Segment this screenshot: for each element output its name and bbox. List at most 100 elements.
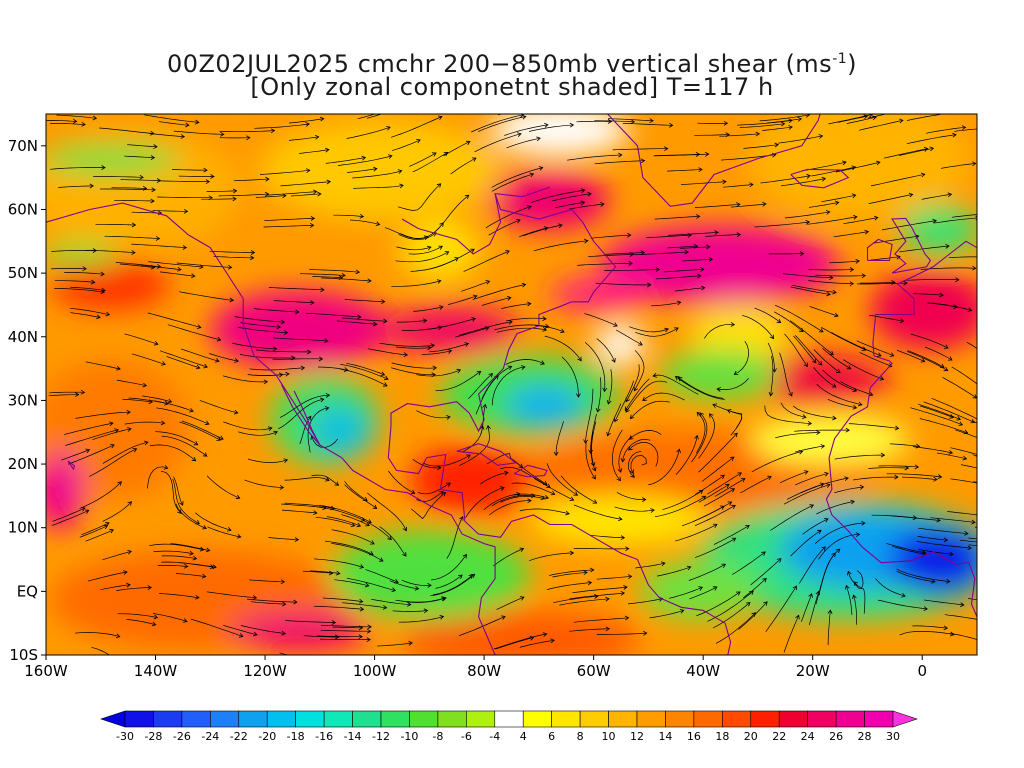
streamline-arrow [300, 365, 306, 371]
streamline [713, 525, 750, 545]
title-text: 00Z02JUL2025 cmchr 200−850mb vertical sh… [166, 50, 833, 78]
streamline-arrow [263, 379, 269, 385]
streamline [288, 118, 324, 124]
streamline [240, 322, 281, 328]
streamline [554, 201, 585, 209]
streamline [491, 173, 534, 192]
streamline-arrow [380, 371, 386, 376]
streamline-arrow [795, 614, 800, 620]
streamline [511, 482, 555, 495]
streamline [496, 596, 525, 610]
streamline [944, 614, 977, 620]
streamline [816, 501, 855, 515]
streamline-arrow [914, 464, 920, 470]
streamline [719, 133, 760, 137]
streamline [878, 465, 919, 468]
streamline-arrow [649, 118, 654, 124]
colorbar-label: 6 [548, 730, 555, 743]
streamline-arrow [855, 532, 861, 538]
streamline-arrow [550, 490, 556, 496]
streamline [843, 359, 884, 380]
streamline [573, 504, 622, 520]
streamline-arrow [359, 213, 365, 219]
colorbar-swatch [665, 710, 695, 728]
streamline [85, 361, 121, 370]
streamline-arrow [156, 264, 162, 269]
streamline [67, 444, 115, 465]
streamline [891, 545, 927, 555]
streamline-arrow [826, 291, 831, 297]
streamline [555, 421, 564, 456]
streamline [615, 329, 643, 346]
coastline [67, 460, 76, 471]
streamline-arrow [630, 473, 635, 478]
streamline [778, 135, 823, 144]
streamline-arrow [820, 444, 826, 449]
streamline-arrow [364, 582, 370, 588]
coastline [46, 202, 496, 548]
streamline-arrow [613, 322, 618, 327]
streamline [367, 348, 408, 356]
streamline-arrow [540, 495, 546, 501]
streamline-arrow [246, 135, 251, 141]
streamline-arrow [638, 341, 643, 346]
streamline-arrow [212, 564, 217, 570]
streamline [923, 401, 975, 423]
streamline [919, 418, 968, 434]
lat-tick-label: 10S [9, 646, 38, 664]
streamline-arrow [817, 361, 823, 366]
colorbar-swatch [750, 710, 780, 728]
streamline [325, 540, 374, 555]
streamline [795, 445, 825, 453]
streamline [455, 327, 489, 338]
streamline-arrow [1018, 489, 1022, 493]
streamline-arrow [373, 166, 378, 172]
streamline [840, 381, 873, 396]
streamline-arrow [908, 192, 914, 198]
streamline [463, 250, 510, 272]
streamline [646, 234, 692, 239]
streamline-arrow [844, 584, 850, 590]
streamline [493, 548, 524, 567]
streamline-arrow [403, 352, 409, 358]
streamline [279, 394, 330, 418]
streamline [254, 373, 290, 376]
streamline [635, 327, 679, 337]
streamline-arrow [443, 152, 449, 157]
streamline [285, 620, 336, 623]
lat-tick-label: 40N [8, 328, 38, 346]
streamline [694, 505, 736, 527]
streamline-arrow [132, 448, 138, 453]
streamline [408, 245, 443, 255]
streamline-arrow [471, 317, 477, 322]
streamline [848, 423, 899, 429]
streamline [272, 337, 328, 342]
streamline [379, 526, 407, 557]
streamline-arrow [439, 615, 445, 620]
streamline-arrow [875, 160, 881, 166]
streamline-arrow [923, 146, 929, 152]
streamline-arrow [307, 349, 312, 355]
streamline [340, 368, 388, 387]
streamline-arrow [708, 257, 714, 262]
streamline-arrow [590, 567, 595, 573]
streamline [780, 178, 826, 187]
streamline-arrow [232, 188, 238, 194]
streamline [171, 169, 208, 171]
streamline-arrow [558, 223, 563, 228]
streamline-arrow [695, 152, 701, 157]
streamline [398, 232, 437, 241]
streamline [180, 348, 220, 362]
streamline [290, 193, 321, 197]
streamline-arrow [114, 428, 119, 433]
streamline-arrow [614, 417, 619, 423]
streamline [54, 280, 95, 283]
streamline [179, 421, 221, 441]
streamline [546, 582, 592, 590]
streamline-arrow [163, 465, 169, 470]
streamline-arrow [150, 155, 156, 160]
streamline [868, 467, 909, 469]
streamline [654, 495, 706, 518]
streamline [793, 405, 837, 419]
streamline-arrow [328, 570, 334, 576]
